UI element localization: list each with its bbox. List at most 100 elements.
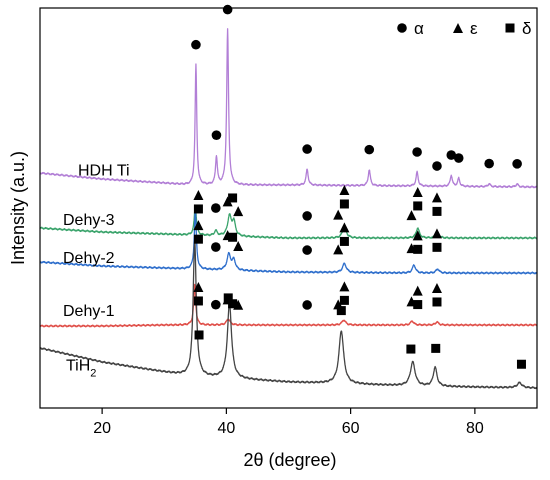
peak-marker <box>211 299 221 310</box>
peak-marker <box>228 193 238 203</box>
epsilon-marker <box>193 189 204 200</box>
peak-marker <box>446 150 457 160</box>
peak-marker <box>333 244 344 255</box>
y-axis-title: Intensity (a.u.) <box>8 151 28 265</box>
legend-entry-triangle: ε <box>453 19 478 38</box>
delta-marker <box>413 300 423 310</box>
series-label-3: Dehy-2 <box>63 250 115 267</box>
alpha-marker <box>211 130 222 140</box>
delta-marker <box>336 306 346 316</box>
alpha-marker <box>211 299 221 310</box>
peak-marker <box>453 153 464 163</box>
delta-marker <box>406 344 416 354</box>
alpha-marker <box>302 245 312 255</box>
delta-marker <box>432 297 442 307</box>
alpha-marker <box>191 39 201 50</box>
peak-marker <box>431 192 442 216</box>
peak-marker <box>193 281 204 306</box>
peak-marker <box>233 299 244 310</box>
epsilon-marker <box>431 192 442 203</box>
peak-marker <box>222 196 233 207</box>
alpha-marker <box>364 144 375 155</box>
epsilon-marker <box>333 244 344 255</box>
series-label-text: Dehy-3 <box>63 212 115 229</box>
delta-marker <box>431 343 441 353</box>
peak-marker <box>302 245 312 255</box>
delta-marker <box>194 330 204 340</box>
legend-entry-circle: α <box>397 19 424 38</box>
epsilon-marker <box>233 206 244 217</box>
series-line-5 <box>39 239 538 390</box>
peak-marker <box>406 210 417 221</box>
alpha-marker <box>412 147 422 157</box>
delta-marker <box>193 204 203 214</box>
peak-marker <box>431 228 442 252</box>
peak-marker <box>412 230 423 254</box>
delta-marker <box>193 234 203 244</box>
delta-marker <box>193 296 203 306</box>
peak-marker <box>432 161 442 171</box>
epsilon-marker <box>333 209 344 220</box>
epsilon-marker <box>193 281 204 292</box>
peak-marker <box>211 130 222 140</box>
alpha-marker <box>302 211 312 221</box>
x-tick-label: 40 <box>217 420 235 437</box>
alpha-marker <box>397 23 407 33</box>
peak-marker <box>412 147 422 157</box>
delta-marker <box>505 23 515 33</box>
epsilon-marker <box>431 228 442 239</box>
epsilon-marker <box>233 299 244 310</box>
epsilon-marker <box>412 285 423 296</box>
epsilon-marker <box>412 186 423 197</box>
peak-marker <box>222 4 233 15</box>
alpha-marker <box>222 4 233 15</box>
alpha-marker <box>432 161 442 171</box>
peak-marker <box>484 158 494 169</box>
delta-marker <box>339 199 349 209</box>
peak-marker <box>336 306 346 316</box>
epsilon-marker <box>339 222 350 233</box>
alpha-marker <box>302 144 312 154</box>
peak-marker <box>431 343 441 353</box>
legend-entry-square: δ <box>505 19 531 38</box>
peak-marker <box>406 344 416 354</box>
alpha-marker <box>302 300 312 310</box>
series-label-2: Dehy-3 <box>63 212 115 229</box>
series-line-1 <box>39 28 538 189</box>
epsilon-marker <box>339 281 350 292</box>
peak-marker <box>302 300 312 310</box>
peak-marker <box>364 144 375 155</box>
series-label-text: Dehy-1 <box>63 303 115 320</box>
delta-marker <box>413 244 423 254</box>
delta-marker <box>339 295 349 305</box>
peak-marker <box>228 232 238 242</box>
series-labels: HDH Ti Dehy-3 Dehy-2 Dehy-1 TiH2 <box>63 163 130 380</box>
peak-marker <box>228 299 238 309</box>
peak-marker <box>516 359 526 369</box>
delta-marker <box>432 206 442 216</box>
peak-marker <box>233 241 244 252</box>
delta-marker <box>432 242 442 252</box>
legend-label: ε <box>470 19 478 38</box>
plot-frame <box>39 7 538 409</box>
peak-marker <box>512 159 522 169</box>
peak-marker <box>339 281 350 305</box>
alpha-marker <box>512 159 522 169</box>
peak-marker <box>339 184 350 209</box>
peak-marker <box>211 242 221 252</box>
series-label-text: Dehy-2 <box>63 250 115 267</box>
series-label-text: TiH <box>66 357 90 374</box>
peak-marker <box>233 206 244 217</box>
series-label-subscript: 2 <box>90 367 96 379</box>
alpha-marker <box>453 153 464 163</box>
delta-marker <box>228 193 238 203</box>
epsilon-marker <box>233 241 244 252</box>
alpha-marker <box>211 242 221 252</box>
series-label-1: HDH Ti <box>78 163 130 180</box>
series-label-5: TiH2 <box>66 357 96 379</box>
series-line-3 <box>39 209 538 275</box>
epsilon-marker <box>406 210 417 221</box>
x-axis-ticks: 20 40 60 80 <box>93 408 484 437</box>
x-tick-label: 20 <box>93 420 111 437</box>
